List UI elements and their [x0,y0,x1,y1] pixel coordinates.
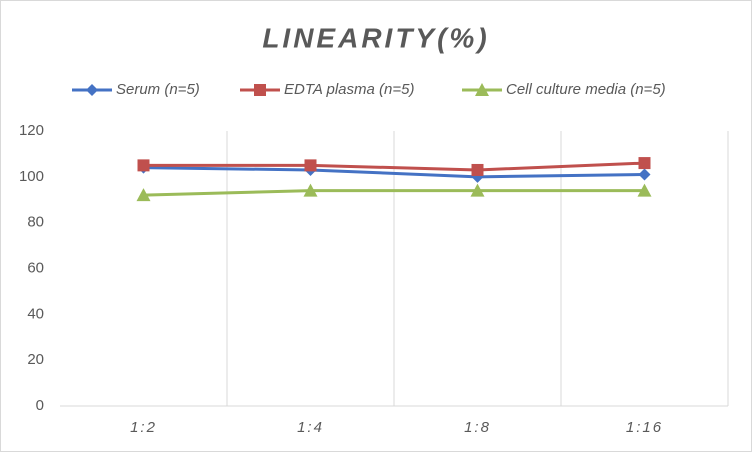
y-tick-label: 60 [27,259,44,276]
x-tick-label: 1:16 [626,419,663,436]
marker [470,183,485,197]
x-tick-label: 1:2 [130,419,157,436]
marker [86,84,98,96]
series-line [143,161,645,172]
marker [137,159,150,172]
y-tick-label: 100 [19,168,44,185]
y-tick-label: 120 [19,122,44,139]
y-tick-label: 80 [27,214,44,231]
marker [304,159,317,172]
legend-label: EDTA plasma (n=5) [284,81,414,98]
chart-title: LINEARITY(%) [262,22,489,53]
marker [475,83,489,96]
x-tick-label: 1:4 [297,419,324,436]
marker [471,163,484,176]
series-line [143,166,645,179]
series-line [143,189,645,197]
x-tick-label: 1:8 [464,419,491,436]
marker [303,183,318,197]
y-tick-label: 40 [27,305,44,322]
marker [254,84,266,96]
marker [136,188,151,202]
marker [638,168,651,181]
y-tick-label: 0 [36,397,44,414]
legend-label: Cell culture media (n=5) [506,81,666,98]
legend-label: Serum (n=5) [116,81,200,98]
y-tick-label: 20 [27,351,44,368]
marker [638,157,651,170]
marker [637,183,652,197]
